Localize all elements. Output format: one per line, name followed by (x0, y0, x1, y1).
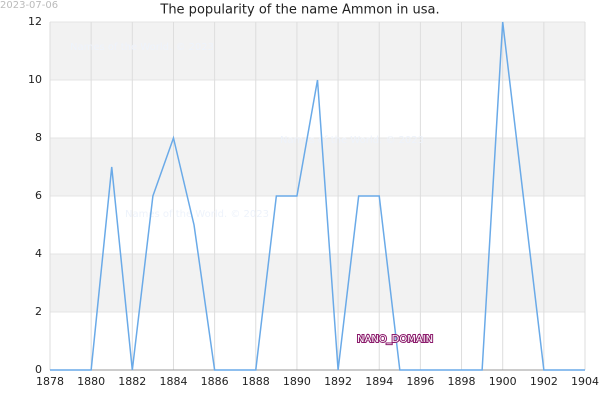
x-tick-label: 1890 (283, 375, 311, 388)
x-tick-label: 1888 (242, 375, 270, 388)
x-tick-label: 1902 (530, 375, 558, 388)
y-tick-label: 12 (28, 15, 42, 28)
grid-band (50, 138, 585, 196)
y-tick-label: 2 (35, 305, 42, 318)
x-tick-label: 1880 (77, 375, 105, 388)
watermark: Names of the World. © 2023 (125, 209, 269, 220)
x-tick-label: 1898 (448, 375, 476, 388)
x-tick-label: 1892 (324, 375, 352, 388)
x-tick-label: 1900 (489, 375, 517, 388)
chart-title: The popularity of the name Ammon in usa. (159, 3, 439, 18)
x-tick-label: 1894 (365, 375, 393, 388)
x-tick-label: 1904 (571, 375, 599, 388)
date-stamp: 2023-07-06 (0, 0, 58, 11)
y-tick-label: 8 (35, 131, 42, 144)
x-tick-label: 1882 (118, 375, 146, 388)
y-tick-label: 6 (35, 189, 42, 202)
grid-band (50, 22, 585, 80)
watermark: Names of the World. © 2023 (280, 135, 424, 146)
x-tick-label: 1886 (201, 375, 229, 388)
grid-band (50, 254, 585, 312)
y-tick-label: 10 (28, 73, 42, 86)
x-tick-label: 1878 (36, 375, 64, 388)
x-tick-label: 1896 (406, 375, 434, 388)
line-series (50, 21, 585, 371)
badge: NANO_DOMAIN (357, 334, 433, 345)
y-tick-label: 0 (35, 363, 42, 376)
y-tick-label: 4 (35, 247, 42, 260)
watermark: Names of the World. © 2023 (70, 42, 214, 53)
x-tick-label: 1884 (159, 375, 187, 388)
